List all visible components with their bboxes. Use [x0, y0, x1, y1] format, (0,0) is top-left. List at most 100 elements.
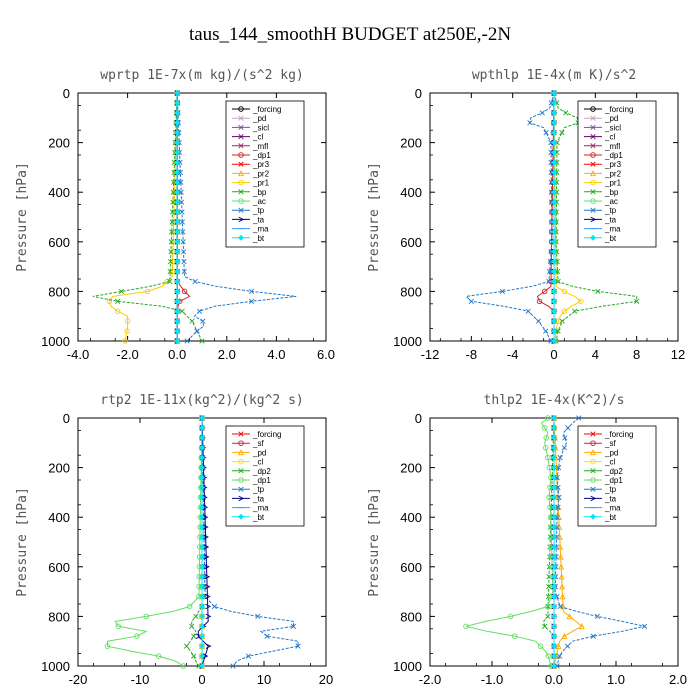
legend-label: _mfl	[604, 142, 620, 151]
data-point	[106, 298, 113, 305]
data-point	[556, 494, 562, 500]
legend-label: _dp1	[252, 151, 271, 160]
data-point	[174, 119, 181, 126]
data-point	[199, 573, 205, 580]
y-tick-label: 200	[48, 136, 70, 151]
data-point	[551, 474, 557, 481]
data-point	[551, 534, 557, 540]
data-point	[179, 219, 185, 225]
series-tp	[465, 90, 557, 344]
x-tick-label: -20	[69, 672, 88, 687]
series-bt	[174, 90, 181, 344]
legend-label: _pd	[604, 114, 618, 123]
data-point	[551, 149, 557, 156]
legend-label: _tp	[604, 206, 617, 215]
series-pr1	[106, 90, 180, 344]
data-point	[174, 328, 181, 335]
data-point	[572, 308, 578, 314]
y-tick-label: 600	[400, 235, 422, 250]
data-point	[561, 445, 567, 451]
y-tick-label: 600	[400, 560, 422, 575]
x-tick-label: -8	[466, 347, 478, 362]
legend-marker	[238, 458, 244, 465]
data-point	[204, 574, 211, 580]
legend-label: _pd	[252, 114, 266, 123]
y-tick-label: 0	[63, 411, 70, 426]
chart-panel-2: wpthlp 1E-4x(m K)/s^2 Pressure [hPa] -12 -8…	[367, 68, 685, 362]
legend-marker	[238, 161, 244, 167]
data-point	[559, 318, 565, 324]
data-point	[551, 623, 557, 630]
legend-marker	[238, 207, 244, 213]
panel-title: thlp2 1E-4x(K^2)/s	[484, 393, 625, 408]
data-point	[230, 663, 236, 669]
data-point	[174, 90, 181, 96]
legend-label: _ma	[252, 225, 269, 234]
legend-marker	[589, 449, 597, 456]
data-point	[507, 613, 514, 620]
data-point	[199, 593, 205, 600]
data-point	[551, 129, 557, 136]
data-point	[199, 563, 205, 570]
data-point	[174, 268, 181, 275]
legend-label: _pr2	[604, 169, 622, 178]
data-point	[551, 318, 557, 325]
data-point	[551, 268, 557, 275]
legend-marker	[590, 133, 596, 140]
data-point	[551, 228, 557, 235]
legend-label: _bt	[604, 513, 617, 522]
y-tick-label: 0	[63, 86, 70, 101]
legend-marker	[590, 115, 596, 121]
data-point	[551, 139, 557, 146]
data-point	[561, 308, 568, 314]
legend-marker	[238, 477, 244, 483]
data-point	[551, 258, 557, 265]
data-point	[551, 633, 557, 640]
legend-label: _dp2	[252, 467, 271, 476]
legend-marker	[590, 143, 596, 149]
y-tick-label: 800	[400, 609, 422, 624]
data-point	[199, 623, 205, 630]
y-tick-label: 400	[400, 185, 422, 200]
legend-marker	[238, 152, 244, 158]
legend-label: _ma	[604, 225, 621, 234]
data-point	[174, 298, 181, 305]
data-point	[174, 149, 181, 156]
data-point	[167, 259, 174, 265]
data-point	[551, 189, 557, 196]
data-point	[551, 199, 557, 206]
data-point	[191, 653, 197, 659]
y-tick-label: 1000	[393, 334, 422, 349]
data-point	[595, 288, 601, 295]
legend-marker	[590, 458, 596, 465]
legend-marker	[238, 234, 244, 241]
data-point	[205, 643, 212, 649]
data-point	[124, 318, 131, 324]
legend-marker	[238, 124, 244, 131]
legend-label: _dp1	[252, 476, 271, 485]
series-line	[176, 92, 297, 342]
data-point	[248, 288, 255, 295]
data-point	[178, 189, 184, 195]
data-point	[565, 425, 571, 431]
legend-label: _pd	[252, 448, 266, 457]
y-axis-label: Pressure [hPa]	[15, 162, 30, 272]
legend-label: _pr3	[252, 160, 270, 169]
y-tick-label: 600	[48, 235, 70, 250]
data-point	[539, 110, 545, 116]
y-tick-label: 200	[48, 461, 70, 476]
x-tick-label: 8	[633, 347, 640, 362]
y-tick-label: 400	[48, 185, 70, 200]
data-point	[169, 219, 175, 225]
data-point	[180, 229, 186, 235]
data-point	[551, 238, 557, 245]
data-point	[191, 633, 197, 639]
legend-label: _bt	[252, 234, 265, 243]
data-point	[199, 663, 205, 669]
data-point	[551, 109, 557, 116]
data-point	[551, 563, 557, 570]
data-point	[551, 179, 557, 186]
data-point	[551, 643, 557, 650]
y-tick-label: 1000	[41, 334, 70, 349]
data-point	[118, 288, 125, 295]
